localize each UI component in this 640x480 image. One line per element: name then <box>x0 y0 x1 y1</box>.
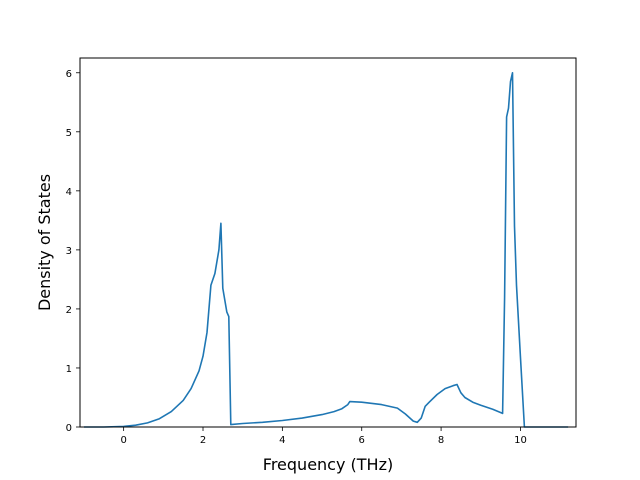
x-tick-label: 8 <box>438 435 444 446</box>
x-tick-label: 10 <box>514 435 527 446</box>
x-tick-label: 4 <box>279 435 285 446</box>
y-tick-label: 4 <box>66 187 72 198</box>
x-tick-label: 0 <box>120 435 126 446</box>
dos-series-line <box>84 72 569 428</box>
plot-area-frame <box>79 57 577 428</box>
y-tick-label: 1 <box>66 364 72 375</box>
y-tick-label: 5 <box>66 128 72 139</box>
y-tick-label: 2 <box>66 305 72 316</box>
y-tick-label: 0 <box>66 423 72 434</box>
y-axis-ticks: 0 1 2 3 4 5 6 <box>66 69 80 434</box>
x-axis-ticks: 0 2 4 6 8 10 <box>120 427 527 446</box>
y-tick-label: 3 <box>66 246 72 257</box>
x-tick-label: 6 <box>359 435 365 446</box>
y-tick-label: 6 <box>66 69 72 80</box>
y-axis-label: Density of States <box>35 174 54 311</box>
x-tick-label: 2 <box>200 435 206 446</box>
x-axis-label: Frequency (THz) <box>263 455 393 474</box>
series-layer <box>84 72 569 428</box>
